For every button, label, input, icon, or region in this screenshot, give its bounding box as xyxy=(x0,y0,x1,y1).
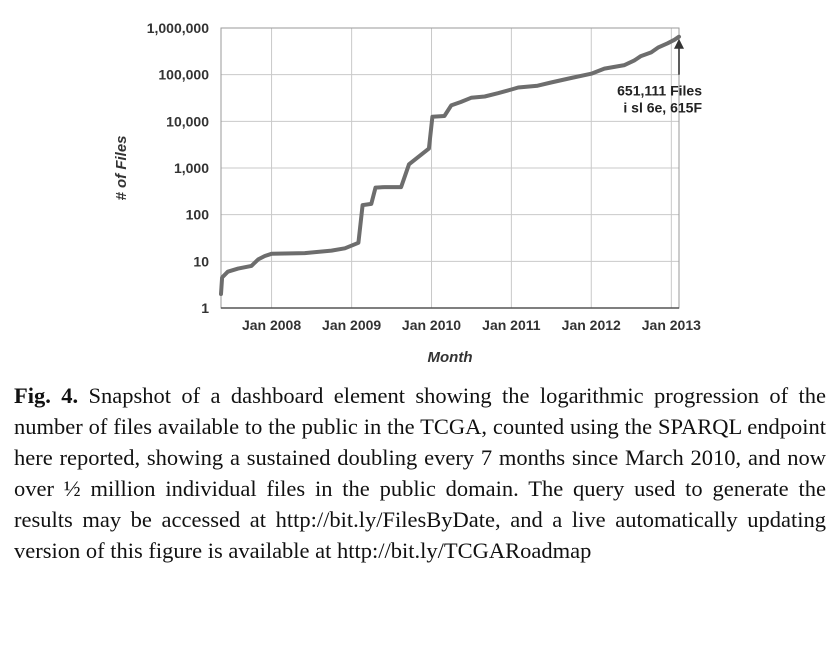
y-tick-label: 10,000 xyxy=(166,113,209,129)
chart: 1 10 100 1,000 10,000 100,000 1,000,000 Jan 20… xyxy=(113,20,702,366)
x-tick-label: Jan 2009 xyxy=(322,317,381,333)
annotation-text: 651,111 Files xyxy=(617,83,702,99)
y-tick-labels: 1 10 100 1,000 10,000 100,000 1,000,000 xyxy=(147,20,210,316)
x-tick-labels: Jan 2008 Jan 2009 Jan 2010 Jan 2011 Jan 2012… xyxy=(242,317,701,333)
y-tick-label: 1,000,000 xyxy=(147,20,209,36)
annotation-arrow-head xyxy=(674,38,684,49)
plot-frame xyxy=(220,27,680,309)
x-tick-label: Jan 2008 xyxy=(242,317,301,333)
x-tick-label: Jan 2012 xyxy=(562,317,621,333)
x-tick-label: Jan 2011 xyxy=(482,317,541,333)
caption-label: Fig. 4. xyxy=(14,383,79,408)
caption-text: Snapshot of a dashboard element showing … xyxy=(14,383,827,563)
y-tick-label: 100,000 xyxy=(158,67,209,83)
grid-lines xyxy=(221,27,679,309)
figure-caption: Fig. 4. Snapshot of a dashboard element … xyxy=(14,380,826,566)
x-axis-title: Month xyxy=(428,349,473,366)
y-tick-label: 1,000 xyxy=(174,160,209,176)
y-tick-label: 10 xyxy=(193,253,209,269)
series-line xyxy=(219,34,681,296)
series-layer xyxy=(219,34,681,296)
x-tick-label: Jan 2013 xyxy=(642,317,701,333)
y-axis-title: # of Files xyxy=(113,135,130,200)
y-tick-label: 100 xyxy=(186,207,210,223)
y-tick-label: 1 xyxy=(201,300,209,316)
x-tick-label: Jan 2010 xyxy=(402,317,461,333)
annotation-text: i sl 6e, 615F xyxy=(623,100,702,116)
